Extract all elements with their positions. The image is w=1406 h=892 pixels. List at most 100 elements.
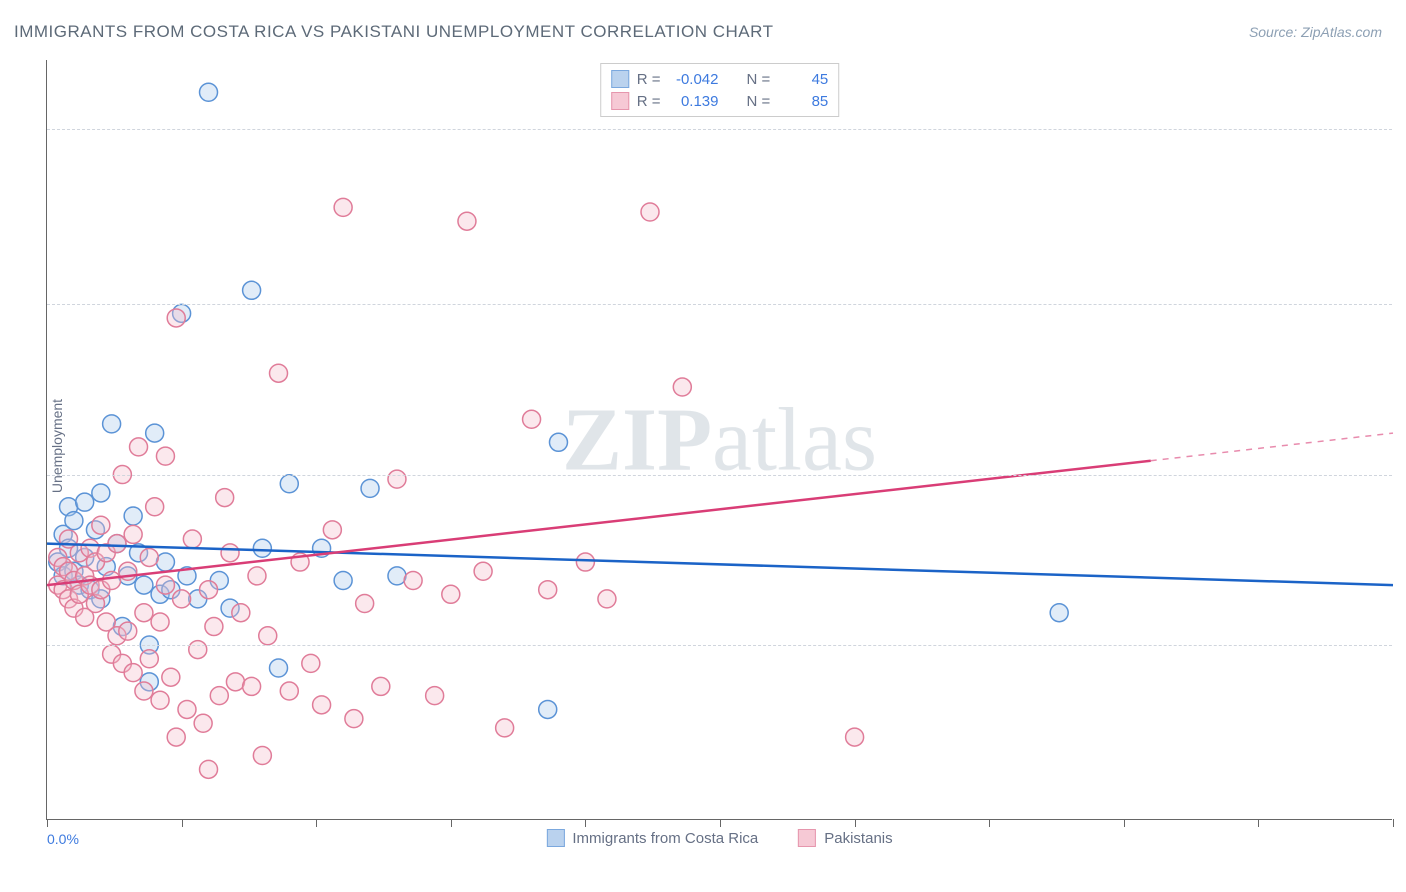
- data-point: [356, 595, 374, 613]
- data-point: [146, 498, 164, 516]
- data-point: [216, 489, 234, 507]
- data-point: [539, 700, 557, 718]
- trend-line-dashed: [1151, 433, 1393, 461]
- data-point: [539, 581, 557, 599]
- legend-R-label: R =: [637, 71, 661, 88]
- legend-N-label: N =: [747, 93, 771, 110]
- data-point: [65, 512, 83, 530]
- x-tick-mark: [989, 819, 990, 827]
- data-point: [576, 553, 594, 571]
- y-tick-label: 15.0%: [1402, 121, 1406, 137]
- data-point: [205, 618, 223, 636]
- data-point: [167, 309, 185, 327]
- legend-series-label: Pakistanis: [824, 830, 892, 847]
- legend-N-label: N =: [747, 71, 771, 88]
- legend-N-value: 85: [778, 93, 828, 110]
- data-point: [210, 687, 228, 705]
- data-point: [496, 719, 514, 737]
- x-tick-mark: [855, 819, 856, 827]
- data-point: [119, 622, 137, 640]
- data-point: [302, 654, 320, 672]
- y-tick-label: 7.5%: [1402, 467, 1406, 483]
- data-point: [135, 604, 153, 622]
- legend-R-value: 0.139: [669, 93, 719, 110]
- legend-correlation-box: R =-0.042N =45R =0.139N =85: [600, 63, 840, 117]
- x-tick-mark: [451, 819, 452, 827]
- data-point: [388, 470, 406, 488]
- data-point: [194, 714, 212, 732]
- data-point: [248, 567, 266, 585]
- legend-series: Immigrants from Costa Rica Pakistanis: [546, 829, 892, 847]
- data-point: [221, 544, 239, 562]
- data-point: [270, 659, 288, 677]
- data-point: [334, 571, 352, 589]
- legend-series-item: Pakistanis: [798, 829, 892, 847]
- data-point: [151, 691, 169, 709]
- data-point: [426, 687, 444, 705]
- data-point: [361, 479, 379, 497]
- gridline: [47, 475, 1392, 476]
- data-point: [280, 682, 298, 700]
- data-point: [162, 668, 180, 686]
- data-point: [598, 590, 616, 608]
- data-point: [92, 516, 110, 534]
- data-point: [178, 700, 196, 718]
- data-point: [200, 581, 218, 599]
- data-point: [280, 475, 298, 493]
- x-tick-mark: [47, 819, 48, 827]
- legend-R-label: R =: [637, 93, 661, 110]
- legend-series-label: Immigrants from Costa Rica: [572, 830, 758, 847]
- gridline: [47, 645, 1392, 646]
- data-point: [259, 627, 277, 645]
- data-point: [146, 424, 164, 442]
- data-point: [173, 590, 191, 608]
- data-point: [523, 410, 541, 428]
- data-point: [103, 571, 121, 589]
- data-point: [372, 677, 390, 695]
- data-point: [124, 525, 142, 543]
- data-point: [270, 364, 288, 382]
- data-point: [140, 548, 158, 566]
- data-point: [846, 728, 864, 746]
- data-point: [673, 378, 691, 396]
- trend-line: [47, 461, 1151, 585]
- data-point: [103, 415, 121, 433]
- data-point: [76, 493, 94, 511]
- legend-swatch: [546, 829, 564, 847]
- data-point: [200, 83, 218, 101]
- data-point: [243, 677, 261, 695]
- chart-svg: [47, 60, 1392, 819]
- x-tick-mark: [316, 819, 317, 827]
- data-point: [345, 710, 363, 728]
- legend-correlation-row: R = 0.139 N = 85: [611, 90, 829, 112]
- data-point: [135, 576, 153, 594]
- legend-N-value: 45: [778, 71, 828, 88]
- data-point: [167, 728, 185, 746]
- x-tick-mark: [1124, 819, 1125, 827]
- data-point: [334, 198, 352, 216]
- legend-series-item: Immigrants from Costa Rica: [546, 829, 758, 847]
- data-point: [474, 562, 492, 580]
- data-point: [130, 438, 148, 456]
- data-point: [156, 576, 174, 594]
- y-tick-label: 11.2%: [1402, 296, 1406, 312]
- y-tick-label: 3.8%: [1402, 637, 1406, 653]
- plot-area: ZIPatlas R =-0.042N =45R =0.139N =85 0.0…: [46, 60, 1392, 820]
- data-point: [1050, 604, 1068, 622]
- data-point: [92, 484, 110, 502]
- data-point: [183, 530, 201, 548]
- data-point: [200, 760, 218, 778]
- source-label: Source: ZipAtlas.com: [1249, 24, 1382, 40]
- legend-swatch: [611, 70, 629, 88]
- data-point: [124, 507, 142, 525]
- legend-swatch: [798, 829, 816, 847]
- data-point: [388, 567, 406, 585]
- data-point: [156, 447, 174, 465]
- data-point: [124, 664, 142, 682]
- data-point: [253, 747, 271, 765]
- data-point: [135, 682, 153, 700]
- gridline: [47, 129, 1392, 130]
- data-point: [641, 203, 659, 221]
- data-point: [323, 521, 341, 539]
- data-point: [404, 571, 422, 589]
